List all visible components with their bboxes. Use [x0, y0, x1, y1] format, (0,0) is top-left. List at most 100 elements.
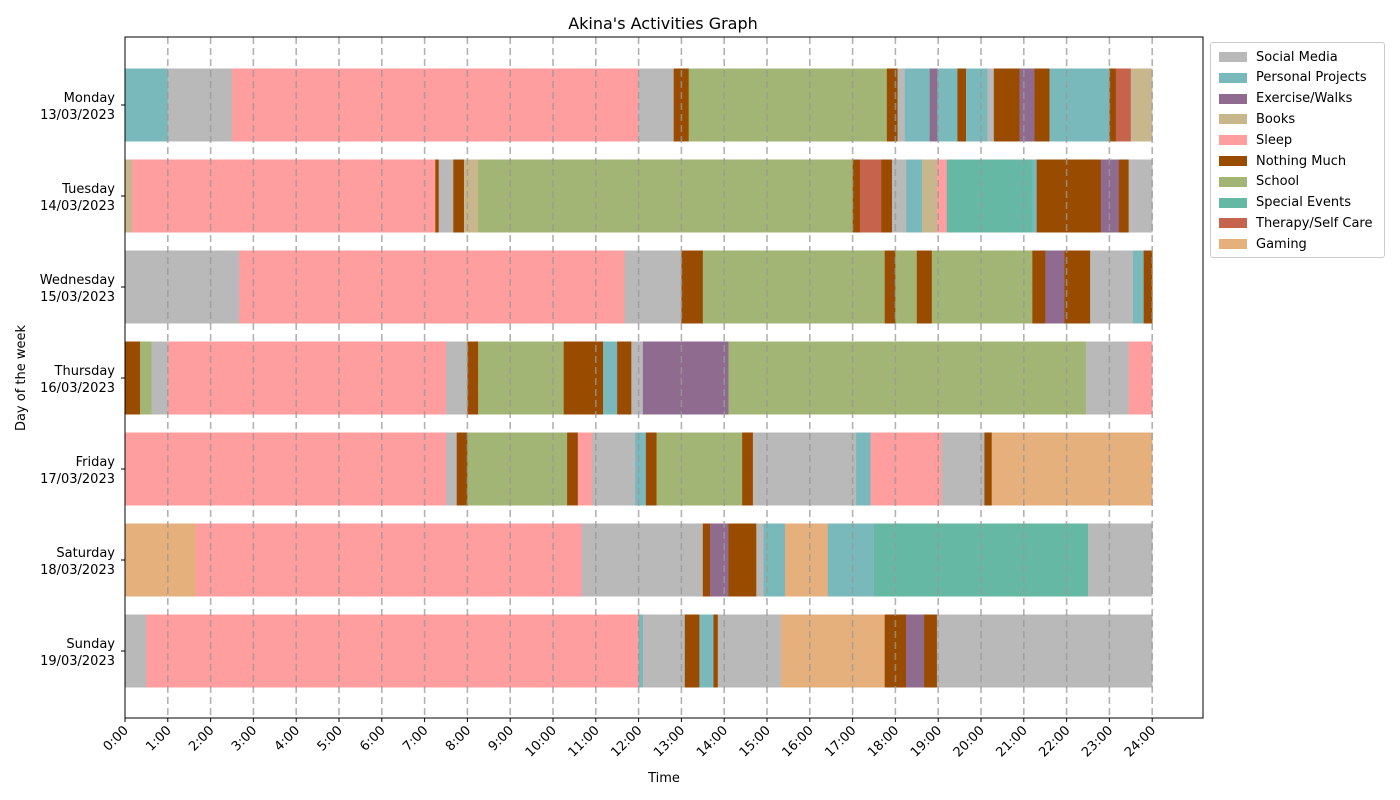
- activity-segment-friday-nothing-much: [645, 432, 657, 506]
- activity-segment-sunday-social-media: [125, 614, 147, 688]
- activity-segment-saturday-social-media: [756, 523, 764, 597]
- y-tick-label-date: 13/03/2023: [40, 108, 115, 123]
- legend-swatch: [1219, 197, 1247, 208]
- activity-segment-sunday-social-media: [642, 614, 686, 688]
- legend-label: Exercise/Walks: [1256, 91, 1353, 107]
- activity-segment-thursday-sleep: [1128, 341, 1153, 415]
- activity-segment-tuesday-books: [463, 159, 479, 233]
- y-tick-label-date: 19/03/2023: [40, 654, 115, 669]
- x-tick-label: 17:00: [822, 723, 859, 760]
- activity-segment-saturday-gaming: [784, 523, 829, 597]
- legend-item-gaming: Gaming: [1219, 235, 1307, 253]
- activity-segment-wednesday-nothing-much: [1143, 250, 1153, 324]
- chart-title: Akina's Activities Graph: [568, 14, 758, 33]
- y-tick-label-day: Monday: [64, 91, 116, 106]
- y-axis-label: Day of the week: [14, 324, 29, 431]
- y-tick-label-date: 18/03/2023: [40, 563, 115, 578]
- legend-item-books: Books: [1219, 110, 1295, 128]
- y-axis: Monday 13/03/2023 Tuesday 14/03/2023 Wednesd…: [40, 91, 125, 669]
- x-tick-label: 21:00: [994, 723, 1031, 760]
- x-tick-label: 10:00: [523, 723, 560, 760]
- activity-segment-tuesday-nothing-much: [1118, 159, 1129, 233]
- activity-segment-tuesday-nothing-much: [453, 159, 465, 233]
- activity-segment-monday-therapy-self-care: [1115, 68, 1132, 142]
- activity-segment-tuesday-nothing-much: [852, 159, 861, 233]
- activity-segment-wednesday-nothing-much: [1032, 250, 1046, 324]
- x-tick-label: 12:00: [608, 723, 645, 760]
- activity-segment-wednesday-social-media: [1090, 250, 1134, 324]
- activity-segment-wednesday-sleep: [239, 250, 625, 324]
- activity-segment-thursday-exercise-walks: [642, 341, 729, 415]
- legend-item-social-media: Social Media: [1219, 48, 1338, 66]
- activity-segment-monday-personal-projects: [904, 68, 930, 142]
- activity-segment-monday-personal-projects: [966, 68, 988, 142]
- legend-swatch: [1219, 135, 1247, 146]
- activity-segment-thursday-school: [139, 341, 152, 415]
- activity-segment-wednesday-social-media: [624, 250, 682, 324]
- activity-segment-friday-nothing-much: [567, 432, 579, 506]
- activity-segment-friday-school: [467, 432, 568, 506]
- x-tick-label: 19:00: [908, 723, 945, 760]
- legend-item-special-events: Special Events: [1219, 194, 1351, 212]
- activity-segment-friday-social-media: [941, 432, 985, 506]
- activity-segment-friday-gaming: [991, 432, 1153, 506]
- gridlines: [167, 37, 1153, 718]
- activity-segment-wednesday-social-media: [125, 250, 240, 324]
- x-tick-label: 3:00: [229, 723, 260, 754]
- activity-segment-wednesday-school: [931, 250, 1033, 324]
- legend-label: Therapy/Self Care: [1256, 215, 1373, 231]
- activity-segment-sunday-nothing-much: [924, 614, 938, 688]
- legend-item-personal-projects: Personal Projects: [1219, 69, 1367, 87]
- activity-segment-tuesday-sleep: [132, 159, 436, 233]
- activity-segment-friday-sleep: [125, 432, 447, 506]
- legend-label: Nothing Much: [1256, 153, 1347, 169]
- x-tick-label: 15:00: [737, 723, 774, 760]
- activity-segment-sunday-gaming: [781, 614, 885, 688]
- legend-swatch: [1219, 239, 1247, 250]
- x-tick-label: 20:00: [951, 723, 988, 760]
- activity-segment-thursday-nothing-much: [563, 341, 604, 415]
- activity-segment-monday-nothing-much: [993, 68, 1020, 142]
- activity-segment-tuesday-therapy-self-care: [859, 159, 882, 233]
- x-tick-label: 24:00: [1122, 723, 1159, 760]
- legend-swatch: [1219, 176, 1247, 187]
- legend-swatch: [1219, 52, 1247, 62]
- activity-segment-sunday-personal-projects: [638, 614, 644, 688]
- activity-segment-saturday-personal-projects: [763, 523, 786, 597]
- activity-segment-tuesday-personal-projects: [1032, 159, 1037, 233]
- activity-segment-monday-personal-projects: [1049, 68, 1110, 142]
- activity-segment-tuesday-books: [125, 159, 133, 233]
- legend-swatch: [1219, 156, 1247, 166]
- activity-segment-saturday-sleep: [195, 523, 582, 597]
- activity-segment-tuesday-social-media: [1128, 159, 1153, 233]
- activity-segment-sunday-exercise-walks: [906, 614, 925, 688]
- legend-swatch: [1219, 72, 1247, 83]
- activity-segment-friday-sleep: [870, 432, 942, 506]
- activity-segment-tuesday-personal-projects: [906, 159, 923, 233]
- activity-segment-friday-nothing-much: [742, 432, 754, 506]
- legend-item-nothing-much: Nothing Much: [1219, 152, 1346, 170]
- y-tick-label-date: 14/03/2023: [40, 199, 115, 214]
- x-tick-label: 2:00: [186, 723, 217, 754]
- legend-swatch: [1219, 93, 1247, 104]
- activity-segment-thursday-social-media: [631, 341, 644, 415]
- legend-label: Gaming: [1256, 236, 1307, 252]
- activity-segment-wednesday-nothing-much: [884, 250, 896, 324]
- activity-segment-monday-social-media: [897, 68, 906, 142]
- activity-segment-monday-exercise-walks: [929, 68, 938, 142]
- legend-swatch: [1219, 218, 1247, 229]
- y-tick-label-day: Thursday: [54, 364, 116, 379]
- activity-segment-monday-nothing-much: [1109, 68, 1117, 142]
- activity-segment-sunday-personal-projects: [699, 614, 714, 688]
- activity-segment-friday-social-media: [592, 432, 636, 506]
- activity-segment-friday-personal-projects: [856, 432, 871, 506]
- activity-segment-monday-social-media: [638, 68, 674, 142]
- activity-segment-monday-nothing-much: [1034, 68, 1050, 142]
- activity-segment-saturday-social-media: [1088, 523, 1153, 597]
- x-axis: 0:00 1:00 2:00 3:00 4:00 5:00 6:00 7:00 8:00 9:00…: [101, 718, 1159, 760]
- activity-segment-saturday-nothing-much: [728, 523, 757, 597]
- activity-segment-saturday-social-media: [581, 523, 704, 597]
- legend-label: Special Events: [1256, 195, 1351, 211]
- activity-segment-friday-personal-projects: [635, 432, 647, 506]
- activity-segment-sunday-nothing-much: [713, 614, 719, 688]
